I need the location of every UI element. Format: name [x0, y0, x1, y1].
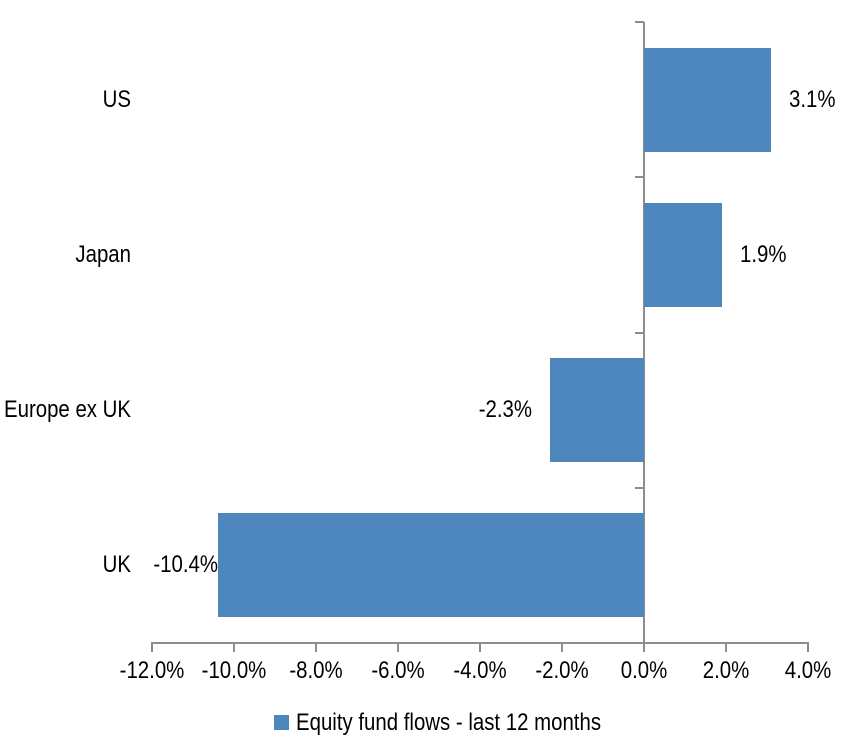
x-tick-label: 2.0% [702, 657, 750, 684]
data-label-europe-ex-uk: -2.3% [478, 396, 532, 423]
category-label-europe-ex-uk: Europe ex UK [3, 396, 131, 423]
bar-us [644, 48, 771, 152]
y-axis-tick [635, 21, 644, 23]
legend-marker-swatch [274, 715, 289, 730]
data-label-uk: -10.4% [153, 551, 218, 578]
data-label-japan: 1.9% [740, 241, 787, 268]
legend-label: Equity fund flows - last 12 months [296, 709, 602, 736]
x-axis-tick [397, 643, 399, 652]
category-label-uk: UK [102, 551, 131, 578]
x-tick-label: -10.0% [201, 657, 267, 684]
x-tick-label: 0.0% [620, 657, 668, 684]
bar-europe-ex-uk [550, 358, 644, 462]
x-axis-tick [479, 643, 481, 652]
x-tick-label: -2.0% [535, 657, 589, 684]
x-axis-tick [315, 643, 317, 652]
category-label-us: US [102, 86, 131, 113]
x-axis-tick [725, 643, 727, 652]
bar-japan [644, 203, 722, 307]
x-tick-label: 4.0% [784, 657, 832, 684]
x-axis-tick [233, 643, 235, 652]
y-axis-tick [635, 487, 644, 489]
y-axis-tick [635, 176, 644, 178]
y-axis-tick [635, 332, 644, 334]
x-axis-tick [151, 643, 153, 652]
y-axis [643, 22, 645, 643]
x-axis-tick [561, 643, 563, 652]
x-tick-label: -6.0% [371, 657, 425, 684]
x-axis-tick [807, 643, 809, 652]
x-tick-label: -4.0% [453, 657, 507, 684]
x-tick-label: -12.0% [119, 657, 185, 684]
bar-uk [218, 513, 644, 617]
y-axis-tick [635, 642, 644, 644]
x-tick-label: -8.0% [289, 657, 343, 684]
x-axis-tick [643, 643, 645, 652]
category-label-japan: Japan [75, 241, 131, 268]
data-label-us: 3.1% [789, 86, 836, 113]
